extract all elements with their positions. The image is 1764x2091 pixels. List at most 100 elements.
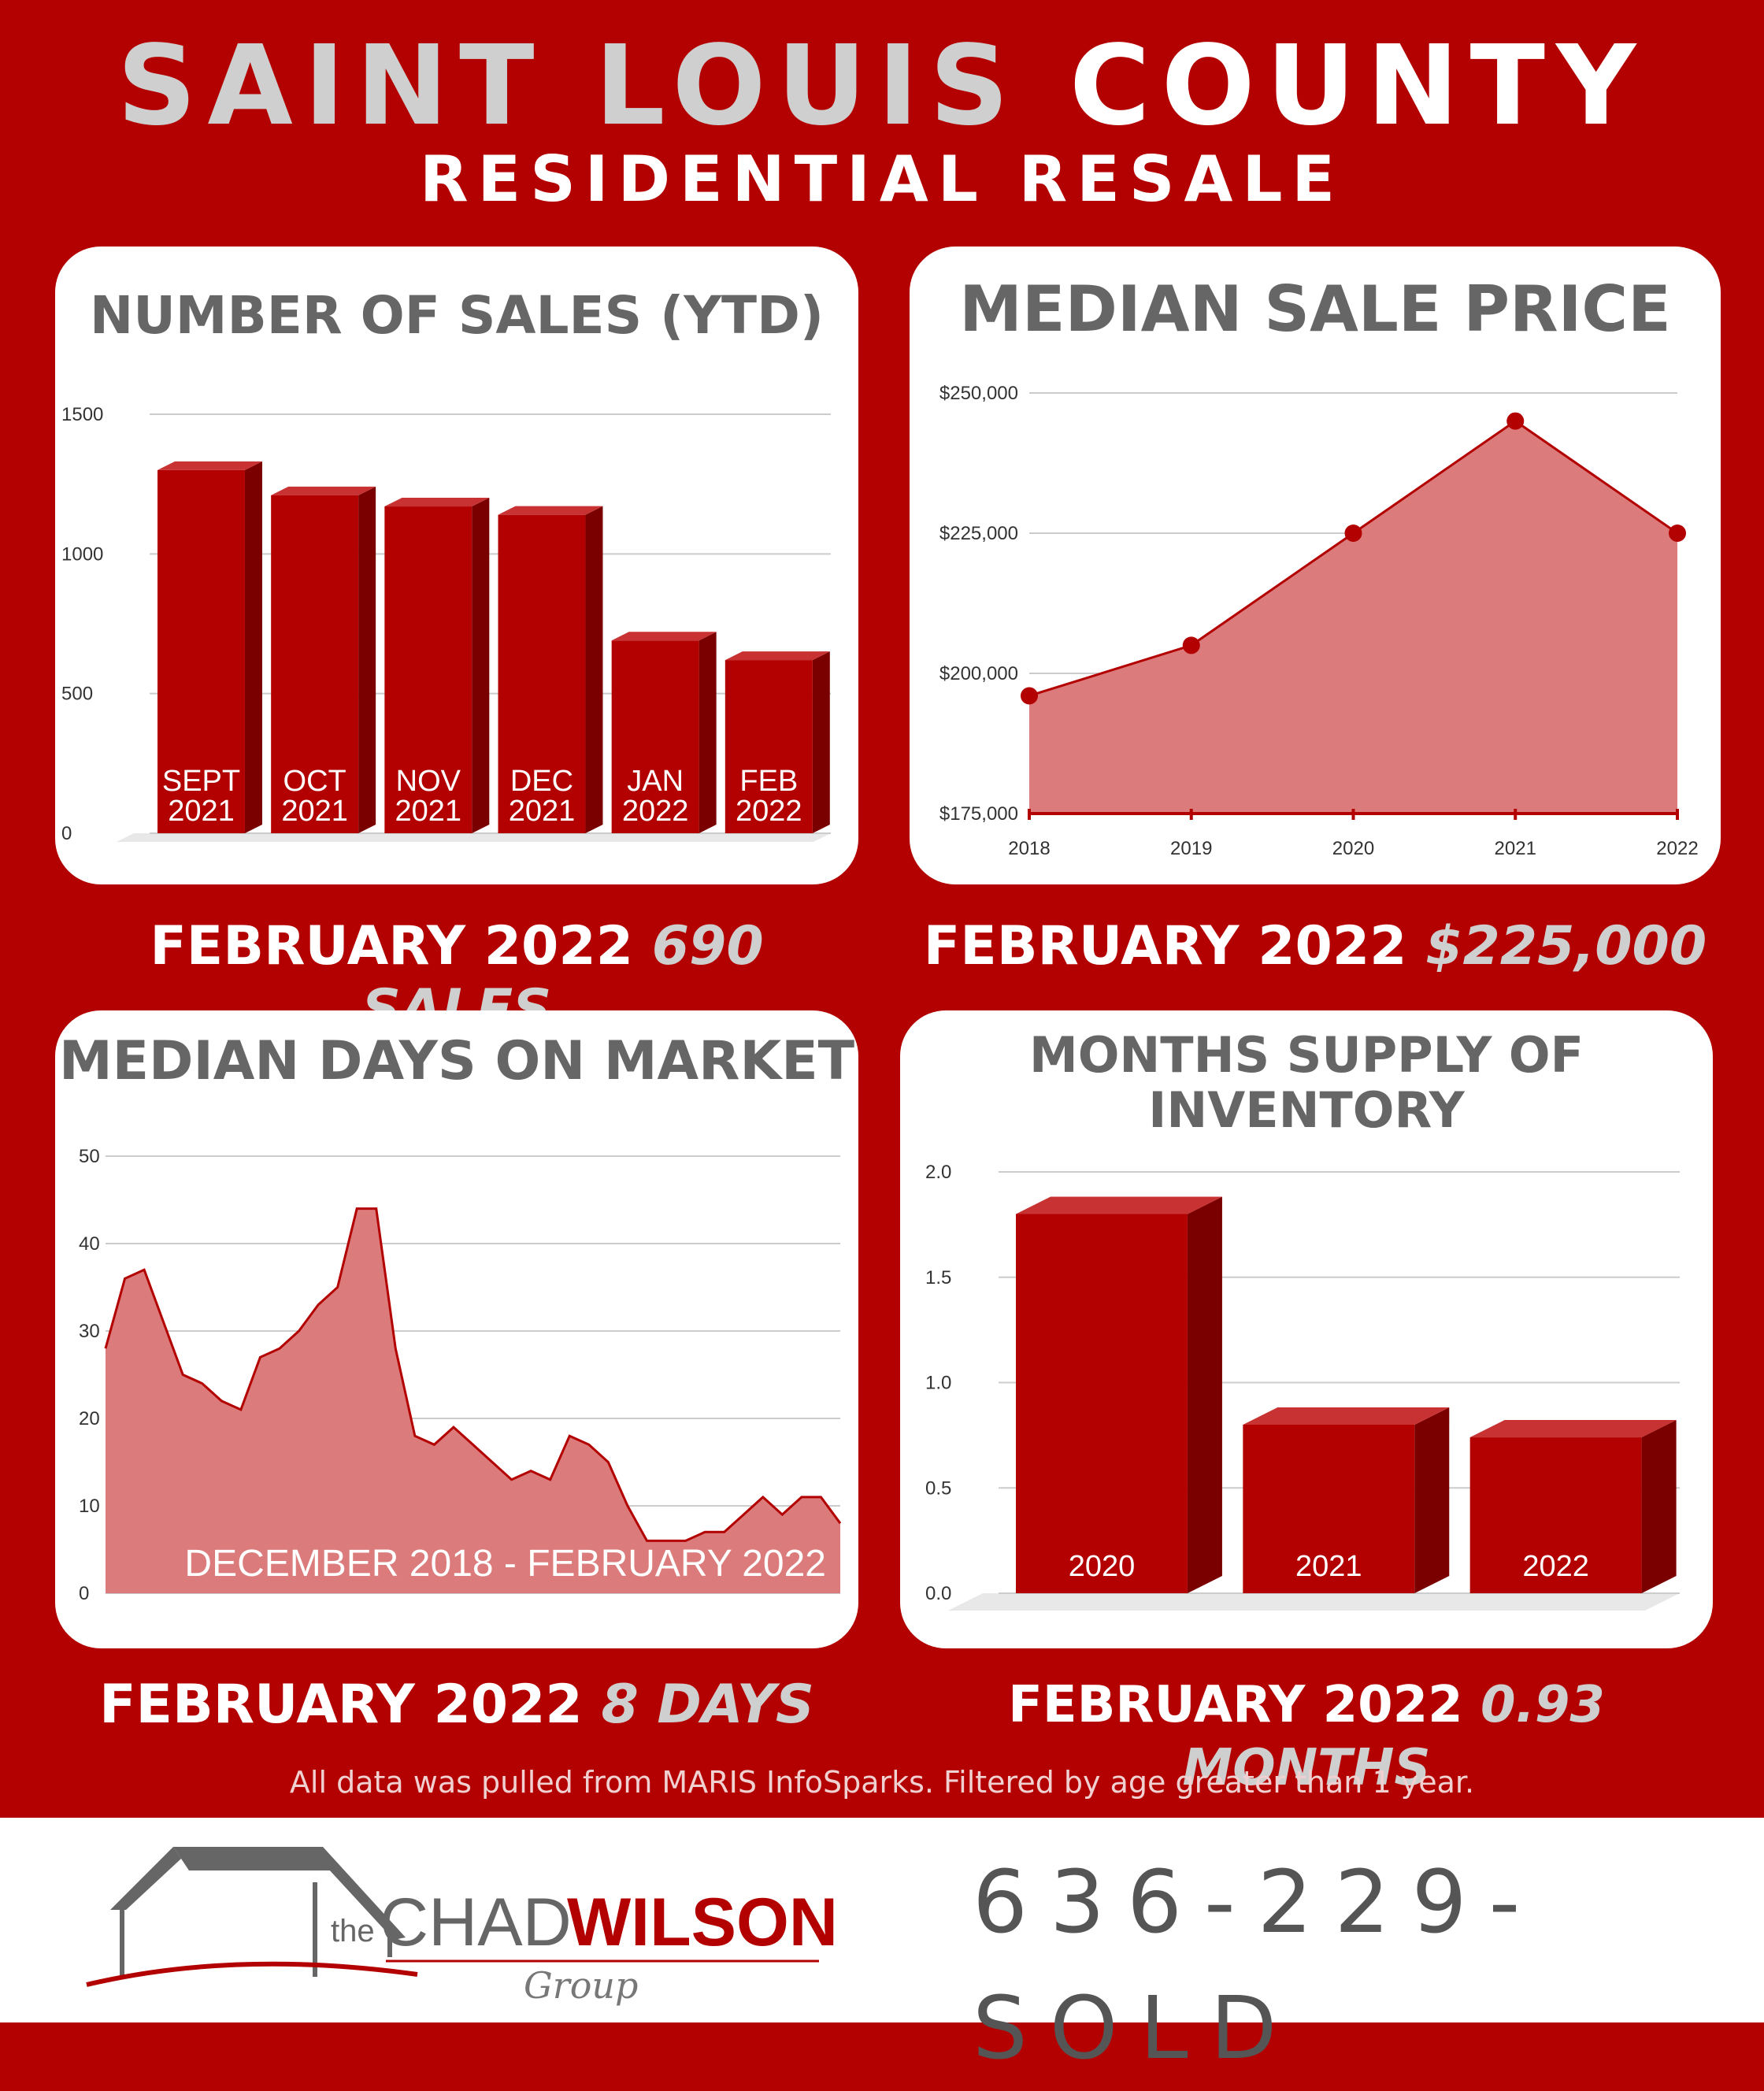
y-tick-label: 0 <box>79 1583 89 1604</box>
bar-category-label: 2021 <box>281 795 348 828</box>
bar-category-label: JAN <box>627 765 684 798</box>
bar-side <box>358 486 376 833</box>
days-caption: FEBRUARY 2022 8 DAYS <box>55 1674 858 1737</box>
y-tick-label: 0.5 <box>925 1477 951 1499</box>
supply-caption: FEBRUARY 2022 0.93 MONTHS <box>900 1674 1713 1800</box>
supply-caption-prefix: FEBRUARY 2022 <box>1008 1676 1463 1734</box>
bar <box>1243 1425 1415 1593</box>
y-tick-label: 1000 <box>61 543 103 565</box>
bar-category-label: 2022 <box>1522 1550 1589 1583</box>
bar-category-label: 2021 <box>168 795 235 828</box>
price-caption: FEBRUARY 2022 $225,000 <box>910 915 1721 978</box>
bar-category-label: DEC <box>510 765 573 798</box>
supply-chart-title: MONTHS SUPPLY OF INVENTORY <box>900 1028 1713 1138</box>
supply-card: MONTHS SUPPLY OF INVENTORY 0.0 0.5 1.0 1.5 2… <box>900 1010 1713 1648</box>
logo-the: the <box>331 1914 375 1948</box>
y-tick-label: 2.0 <box>925 1162 951 1183</box>
logo-wilson: WILSON <box>567 1885 835 1960</box>
bar-side <box>1187 1196 1222 1593</box>
bar <box>498 514 586 833</box>
bar-category-label: NOV <box>396 765 461 798</box>
bar-side <box>1414 1407 1450 1593</box>
bar-top <box>1016 1196 1222 1214</box>
data-point <box>1021 687 1038 705</box>
bar-top <box>1243 1407 1450 1425</box>
data-point <box>1182 636 1200 654</box>
days-card: MEDIAN DAYS ON MARKET 0 10 20 30 40 50 DECEMBE… <box>55 1010 858 1648</box>
days-area-chart: 0 10 20 30 40 50 DECEMBER 2018 - FEBRUARY 2022 <box>79 1146 842 1604</box>
bar-side <box>812 651 830 833</box>
data-point <box>1669 525 1686 542</box>
days-caption-value: 8 DAYS <box>601 1674 814 1736</box>
bar-category-label: 2021 <box>509 795 576 828</box>
y-tick-label: 20 <box>79 1408 100 1429</box>
chad-wilson-logo: the CHAD WILSON Group <box>86 1847 835 2007</box>
phone-number[interactable]: 636-229-SOLD <box>973 1852 1543 2078</box>
bar-category-label: 2022 <box>736 795 802 828</box>
chart-floor <box>117 833 831 842</box>
logo-group: Group <box>524 1964 639 2007</box>
bar <box>1016 1214 1188 1593</box>
source-note: All data was pulled from MARIS InfoSpark… <box>289 1765 1475 1800</box>
bar <box>1469 1437 1642 1593</box>
price-caption-prefix: FEBRUARY 2022 <box>923 915 1407 977</box>
x-tick-label: 2018 <box>1008 838 1050 859</box>
chart-floor <box>948 1593 1680 1611</box>
bar-side <box>699 632 717 833</box>
area-fill <box>1029 421 1677 814</box>
y-tick-label: 50 <box>79 1146 100 1167</box>
bar-category-label: 2020 <box>1069 1550 1136 1583</box>
sales-bar-chart: 050010001500SEPT2021OCT2021NOV2021DEC202… <box>61 404 831 844</box>
bar-top <box>724 651 830 661</box>
bar <box>724 660 813 833</box>
bar <box>611 640 699 833</box>
y-tick-label: $175,000 <box>939 803 1018 825</box>
series-line <box>104 1207 842 1542</box>
supply-title-line-1: MONTHS SUPPLY OF <box>1029 1026 1584 1084</box>
bar <box>271 495 359 833</box>
x-tick-label: 2021 <box>1495 838 1536 859</box>
days-caption-prefix: FEBRUARY 2022 <box>99 1674 583 1736</box>
bar-top <box>611 632 717 641</box>
page-title: SAINT LOUIS COUNTY <box>0 24 1764 150</box>
page-subtitle: RESIDENTIAL RESALE <box>419 143 1345 216</box>
bar-category-label: OCT <box>284 765 346 798</box>
y-tick-label: 10 <box>79 1496 100 1517</box>
sales-chart-title: NUMBER OF SALES (YTD) <box>89 285 825 346</box>
title-part-1: SAINT LOUIS <box>117 22 1021 150</box>
bar-top <box>384 498 490 507</box>
area-fill <box>106 1208 840 1593</box>
supply-bar-chart: 0.0 0.5 1.0 1.5 2.0 2020 2021 2022 <box>925 1162 1680 1611</box>
y-tick-label: 0.0 <box>925 1583 951 1604</box>
bar-side <box>244 461 262 833</box>
bar <box>158 469 245 833</box>
sales-caption-prefix: FEBRUARY 2022 <box>150 915 634 977</box>
bar-category-label: 2022 <box>622 795 689 828</box>
y-tick-label: 0 <box>61 823 72 844</box>
price-card: MEDIAN SALE PRICE $175,000 $200,000 $225,0… <box>910 247 1721 884</box>
infographic: SAINT LOUIS COUNTY RESIDENTIAL RESALE NU… <box>0 24 1764 2078</box>
bar-side <box>1641 1420 1677 1593</box>
house-roof-icon <box>86 1847 418 1987</box>
bar-top <box>271 486 376 495</box>
bar <box>384 506 472 833</box>
y-tick-label: $250,000 <box>939 383 1018 404</box>
bar-category-label: FEB <box>739 765 798 798</box>
bar-top <box>158 461 262 470</box>
bar-top <box>498 506 603 515</box>
bar-top <box>1469 1420 1677 1438</box>
supply-title-line-2: INVENTORY <box>1148 1081 1465 1139</box>
supply-caption-value: 0.93 MONTHS <box>1182 1676 1605 1797</box>
data-point <box>1344 525 1362 542</box>
price-chart-title: MEDIAN SALE PRICE <box>959 272 1671 346</box>
y-tick-label: $225,000 <box>939 523 1018 544</box>
x-tick-label: 2019 <box>1170 838 1212 859</box>
price-caption-value: $225,000 <box>1425 915 1707 977</box>
title-part-2: COUNTY <box>1069 22 1647 150</box>
price-area-chart: $175,000 $200,000 $225,000 $250,000 2018 2019… <box>939 383 1699 859</box>
y-tick-label: 1500 <box>61 404 103 425</box>
data-point <box>1506 412 1525 430</box>
bar-category-label: 2021 <box>1295 1550 1362 1583</box>
x-tick-label: 2022 <box>1656 838 1698 859</box>
sales-card: NUMBER OF SALES (YTD) 0 500 1000 1500 SEPT 20… <box>55 247 858 884</box>
